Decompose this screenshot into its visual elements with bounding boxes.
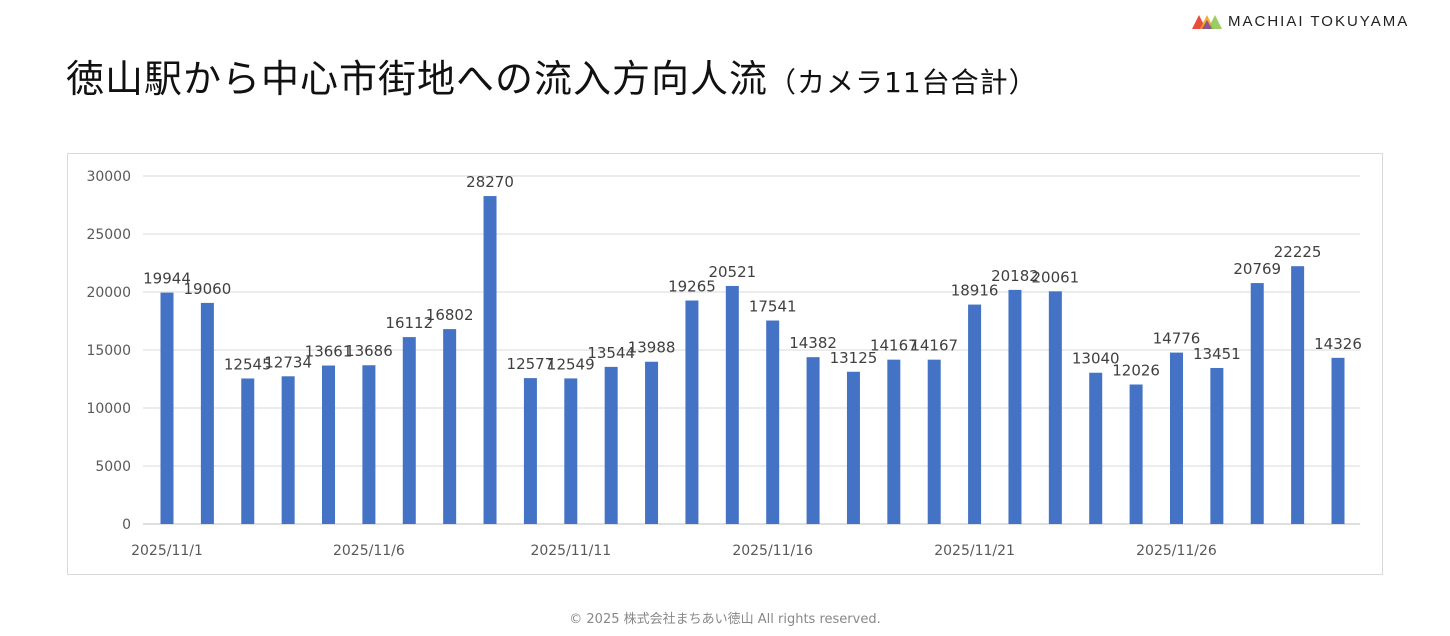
- bar: [766, 320, 780, 524]
- bar: [846, 371, 860, 524]
- bar: [1250, 283, 1264, 524]
- data-label: 13661: [305, 343, 353, 361]
- bar: [402, 337, 416, 524]
- bar: [483, 196, 497, 524]
- data-label: 18916: [951, 282, 999, 300]
- bar: [887, 359, 901, 524]
- bar: [1048, 291, 1062, 524]
- data-label: 14776: [1153, 330, 1201, 348]
- x-tick-label: 2025/11/16: [732, 543, 813, 559]
- chart-frame: [67, 153, 1383, 575]
- data-label: 13988: [628, 339, 676, 357]
- x-tick-label: 2025/11/21: [934, 543, 1015, 559]
- data-label: 12577: [507, 355, 555, 373]
- data-label: 14326: [1314, 335, 1362, 353]
- data-label: 28270: [466, 173, 514, 191]
- data-label: 22225: [1274, 243, 1322, 261]
- bar: [1008, 289, 1022, 524]
- data-label: 16802: [426, 306, 474, 324]
- data-label: 13040: [1072, 350, 1120, 368]
- data-label: 20061: [1031, 268, 1079, 286]
- bar: [1331, 357, 1345, 524]
- data-label: 14167: [870, 337, 918, 355]
- x-tick-label: 2025/11/26: [1136, 543, 1217, 559]
- data-label: 20182: [991, 267, 1039, 285]
- bar: [1291, 266, 1305, 524]
- bar: [241, 378, 255, 524]
- data-label: 12026: [1112, 361, 1160, 379]
- data-label: 20769: [1233, 260, 1281, 278]
- data-label: 13544: [587, 344, 635, 362]
- logo-text: MACHIAI TOKUYAMA: [1228, 13, 1410, 30]
- data-label: 13451: [1193, 345, 1241, 363]
- bar: [443, 329, 457, 524]
- data-label: 13686: [345, 342, 393, 360]
- bar: [281, 376, 295, 524]
- data-label: 14167: [910, 337, 958, 355]
- bar: [523, 378, 537, 524]
- bar: [1089, 372, 1103, 524]
- data-label: 12545: [224, 355, 272, 373]
- copyright-footer: © 2025 株式会社まちあい徳山 All rights reserved.: [569, 612, 881, 627]
- data-label: 19944: [143, 270, 191, 288]
- bar: [1210, 367, 1224, 524]
- bar: [685, 300, 699, 524]
- bar: [927, 359, 941, 524]
- y-tick-label: 25000: [86, 227, 131, 243]
- data-label: 12734: [264, 353, 312, 371]
- y-tick-label: 30000: [86, 169, 131, 185]
- y-tick-label: 0: [122, 517, 131, 533]
- page-title: 徳山駅から中心市街地への流入方向人流（カメラ11台合計）: [66, 48, 1038, 103]
- data-label: 16112: [385, 314, 433, 332]
- x-tick-label: 2025/11/1: [131, 543, 203, 559]
- data-label: 14382: [789, 334, 837, 352]
- y-tick-label: 5000: [95, 459, 131, 475]
- bar: [362, 365, 376, 524]
- data-label: 20521: [708, 263, 756, 281]
- data-label: 19060: [184, 280, 232, 298]
- data-label: 13125: [830, 349, 878, 367]
- x-tick-label: 2025/11/6: [333, 543, 405, 559]
- data-label: 12549: [547, 355, 595, 373]
- logo-mark-icon: [1192, 14, 1222, 29]
- data-label: 19265: [668, 278, 716, 296]
- title-main: 徳山駅から中心市街地への流入方向人流: [66, 57, 769, 101]
- bar: [806, 357, 820, 524]
- bar: [968, 304, 982, 524]
- brand-logo: MACHIAI TOKUYAMA: [1192, 13, 1409, 30]
- bar: [200, 302, 214, 524]
- bar: [322, 365, 336, 524]
- data-label: 17541: [749, 298, 797, 316]
- bar: [160, 292, 174, 524]
- bar: [604, 366, 618, 524]
- bar: [645, 361, 659, 524]
- bar: [725, 285, 739, 524]
- bar: [1129, 384, 1143, 524]
- title-sub: （カメラ11台合計）: [768, 66, 1038, 99]
- y-tick-label: 10000: [86, 401, 131, 417]
- y-tick-label: 20000: [86, 285, 131, 301]
- bar: [1169, 352, 1183, 524]
- bar: [564, 378, 578, 524]
- x-tick-label: 2025/11/11: [530, 543, 611, 559]
- y-tick-label: 15000: [86, 343, 131, 359]
